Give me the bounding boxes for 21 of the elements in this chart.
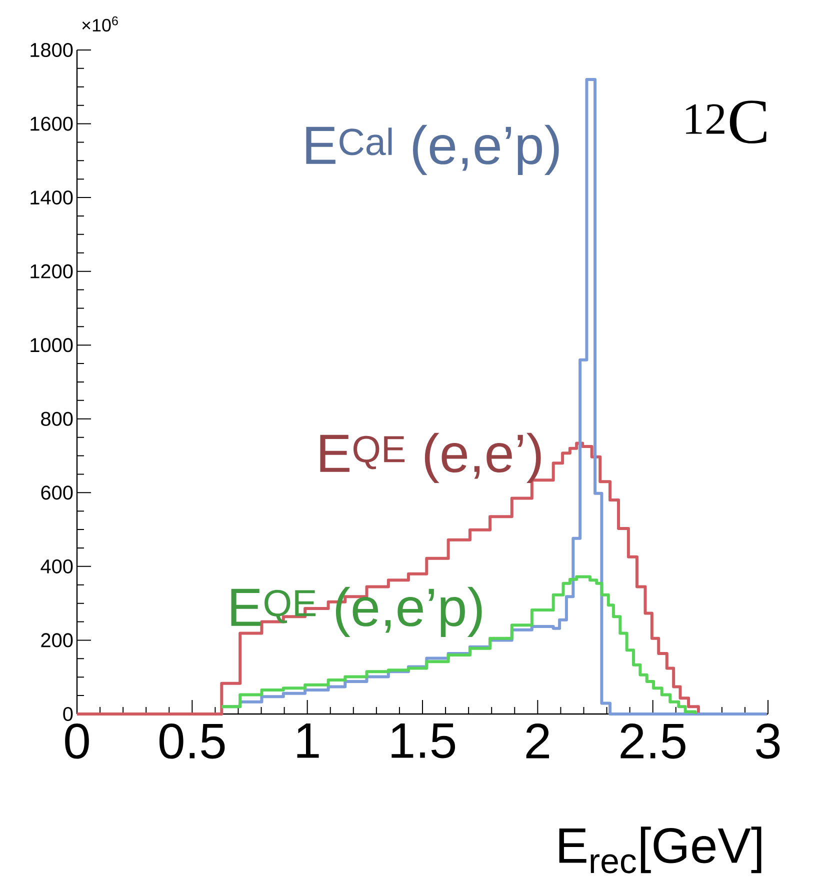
y-tick-label: 800 <box>41 412 73 426</box>
x-tick-label: 2 <box>526 724 550 758</box>
y-tick-label: 400 <box>40 559 73 574</box>
x-tick-label: 2.5 <box>620 724 686 759</box>
x-tick-label: 0.5 <box>159 724 225 759</box>
y-tick-label: 600 <box>41 486 73 500</box>
x-tick-label: 3 <box>756 724 780 759</box>
y-tick-label: 1400 <box>30 190 73 205</box>
text: ×10$^{6}$ <box>82 16 118 32</box>
y-tick-label: 200 <box>41 633 73 648</box>
y-tick-label: 1200 <box>30 264 73 278</box>
y-tick-label: 1800 <box>30 42 73 58</box>
series-label: E$^{Cal}$ (e,e’p) <box>306 124 559 176</box>
x-tick-label: 1.5 <box>392 724 456 758</box>
x-tick-label: 1 <box>297 724 319 758</box>
y-tick-label: 0 <box>63 706 73 722</box>
x-axis-title: E$_{rec}$[GeV] <box>559 826 762 874</box>
y-tick-label: 1000 <box>30 338 73 352</box>
annotation: $^{12}$C <box>686 100 766 144</box>
series-label: E$^{QE}$ (e,e’) <box>320 432 541 484</box>
y-tick-label: 1600 <box>30 116 73 131</box>
